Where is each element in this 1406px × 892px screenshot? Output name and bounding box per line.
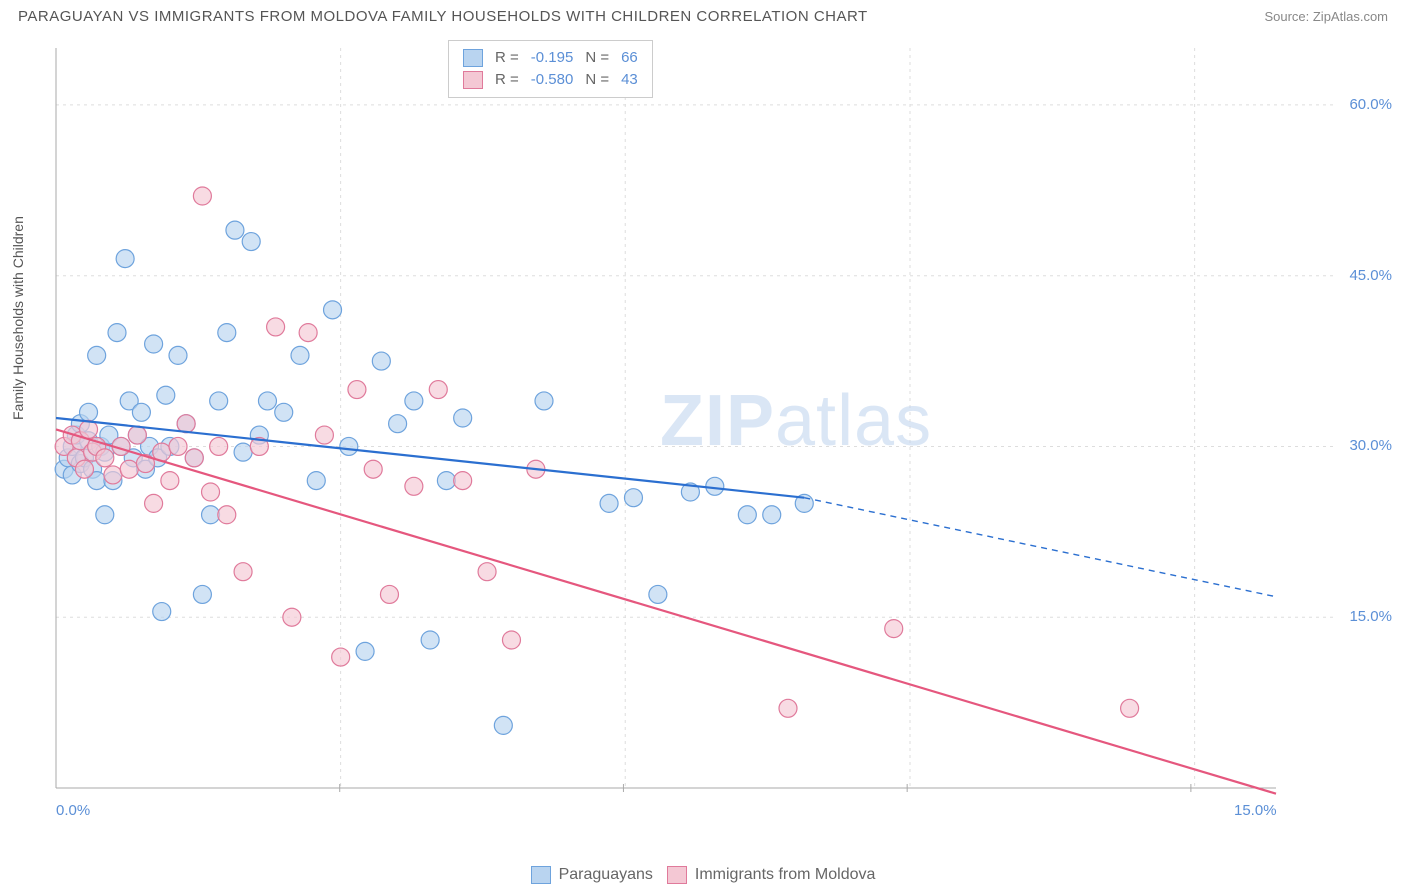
legend-item-2: Immigrants from Moldova	[667, 866, 876, 884]
y-tick-2: 45.0%	[1349, 267, 1392, 284]
y-axis-label: Family Households with Children	[10, 216, 26, 420]
series-legend: Paraguayans Immigrants from Moldova	[0, 866, 1406, 884]
legend-row-2: R = -0.580 N = 43	[463, 69, 638, 91]
chart-header: PARAGUAYAN VS IMMIGRANTS FROM MOLDOVA FA…	[18, 8, 1388, 25]
r-value-1: -0.195	[531, 47, 574, 69]
r-label: R =	[495, 69, 519, 91]
r-label: R =	[495, 47, 519, 69]
x-tick-1: 15.0%	[1234, 802, 1277, 819]
swatch-series-2-icon	[667, 866, 687, 884]
legend-item-1: Paraguayans	[531, 866, 653, 884]
swatch-series-1-icon	[531, 866, 551, 884]
n-label: N =	[585, 69, 609, 91]
swatch-series-1	[463, 49, 483, 67]
source-label: Source: ZipAtlas.com	[1264, 9, 1388, 24]
n-value-2: 43	[621, 69, 638, 91]
scatter-plot-svg	[48, 40, 1336, 810]
series-2-name: Immigrants from Moldova	[695, 866, 876, 884]
legend-row-1: R = -0.195 N = 66	[463, 47, 638, 69]
y-tick-0: 15.0%	[1349, 608, 1392, 625]
series-1-name: Paraguayans	[559, 866, 653, 884]
x-tick-0: 0.0%	[56, 802, 90, 819]
correlation-legend: R = -0.195 N = 66 R = -0.580 N = 43	[448, 40, 653, 98]
n-label: N =	[585, 47, 609, 69]
swatch-series-2	[463, 71, 483, 89]
n-value-1: 66	[621, 47, 638, 69]
chart-title: PARAGUAYAN VS IMMIGRANTS FROM MOLDOVA FA…	[18, 8, 868, 25]
r-value-2: -0.580	[531, 69, 574, 91]
y-tick-1: 30.0%	[1349, 437, 1392, 454]
chart-plot-area	[48, 40, 1336, 810]
y-tick-3: 60.0%	[1349, 96, 1392, 113]
